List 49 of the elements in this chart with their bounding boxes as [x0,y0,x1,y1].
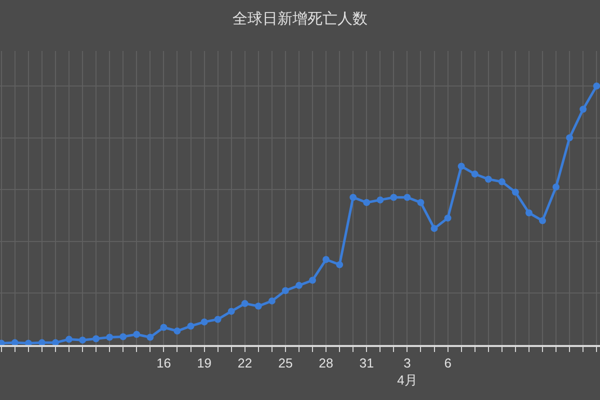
point [106,334,114,341]
point [92,335,100,342]
point [336,261,344,268]
point [390,194,398,201]
point [566,134,574,142]
point [160,324,168,331]
point [350,194,357,201]
point [133,330,140,338]
point [228,308,235,315]
point [404,194,411,201]
x-tick-label: 28 [318,355,334,370]
x-tick-label: 3 4月 [397,355,418,388]
point [580,106,587,113]
point [525,209,532,216]
point [200,318,208,326]
point [309,276,316,284]
point [593,82,600,90]
point [471,170,478,178]
point [146,334,154,341]
point [539,217,546,224]
point [498,178,506,186]
point [444,214,452,222]
point [512,188,519,196]
point [120,333,127,340]
point [552,183,560,190]
x-tick-label: 22 [238,355,252,370]
x-tick-label: 31 [359,355,374,370]
x-tick-label: 25 [278,355,293,370]
chart-title: 全球日新增死亡人数 [232,10,368,28]
point [376,196,384,204]
point [417,199,424,206]
point [430,224,438,232]
x-tick-label: 16 [156,355,171,370]
x-tick-label: 6 [444,355,452,370]
point [79,336,86,344]
point [254,302,262,310]
point [295,282,302,289]
point [363,199,370,206]
point [458,162,465,170]
point [484,176,492,183]
x-tick-label: 19 [197,355,212,370]
point [268,297,276,304]
point [322,256,330,264]
point [241,300,248,308]
point [174,328,181,335]
point [282,287,289,294]
point [214,316,222,323]
point [187,322,194,330]
point [66,336,72,343]
